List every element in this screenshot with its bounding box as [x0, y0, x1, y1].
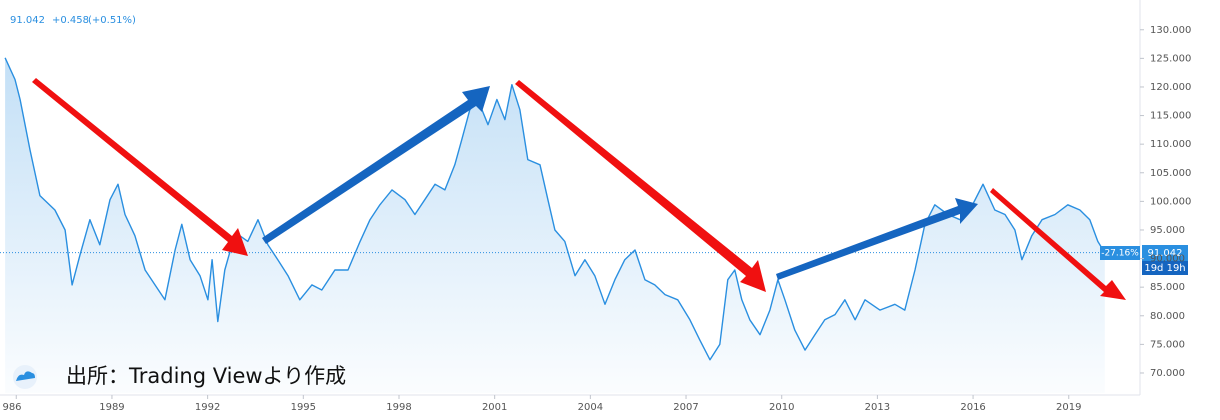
y-tick-label: 95.000 — [1150, 225, 1185, 236]
arrow-up — [262, 86, 490, 244]
x-tick-label: 2016 — [960, 402, 985, 413]
percent-tag — [1100, 246, 1140, 260]
arrow-down — [990, 188, 1126, 300]
logo-cloud — [16, 371, 35, 381]
caption: 出所：Trading Viewより作成 — [13, 364, 346, 389]
x-tick-label: 2001 — [482, 402, 507, 413]
x-tick-label: 1998 — [386, 402, 411, 413]
countdown-text: 19d 19h — [1144, 263, 1185, 274]
plot-area — [0, 57, 1140, 394]
y-tick-label: 75.000 — [1150, 339, 1185, 350]
countdown-box — [1142, 261, 1188, 275]
x-tick-label: 2019 — [1056, 402, 1081, 413]
y-tick-label: 70.000 — [1150, 368, 1185, 379]
change: +0.458 — [52, 15, 89, 26]
y-tick-label: 105.000 — [1150, 168, 1191, 179]
y-tick-label: 120.000 — [1150, 82, 1191, 93]
y-tick-label: 90.000 — [1150, 254, 1185, 265]
price-text: 91.042 — [1148, 248, 1183, 259]
y-tick-label: 130.000 — [1150, 25, 1191, 36]
arrow-down — [515, 80, 766, 292]
arrows — [32, 78, 1126, 300]
price-box — [1142, 245, 1188, 261]
caption-text: 出所：Trading Viewより作成 — [66, 364, 346, 388]
y-tick-label: 80.000 — [1150, 311, 1185, 322]
y-tick-label: 85.000 — [1150, 282, 1185, 293]
x-tick-label: 2010 — [769, 402, 794, 413]
y-tick-label: 125.000 — [1150, 53, 1191, 64]
x-tick-label: 2013 — [865, 402, 890, 413]
percent-text: -27.16% — [1101, 249, 1139, 259]
area — [5, 57, 1105, 394]
x-tick-label: 2007 — [673, 402, 698, 413]
x-tick-label: 1992 — [195, 402, 220, 413]
x-tick-label: 2004 — [578, 402, 603, 413]
price-line — [4, 57, 1106, 361]
arrow-up — [776, 198, 978, 280]
price-tag: -27.16% 91.042 19d 19h — [1100, 245, 1188, 275]
change-percent: (+0.51%) — [88, 15, 136, 26]
y-tick-label: 110.000 — [1150, 139, 1191, 150]
x-tick-label: 1995 — [291, 402, 316, 413]
x-tick-label: 1989 — [99, 402, 124, 413]
header: 91.042 +0.458 (+0.51%) — [10, 15, 136, 26]
arrow-down — [32, 78, 248, 256]
y-tick-label: 115.000 — [1150, 111, 1191, 122]
y-tick-label: 100.000 — [1150, 196, 1191, 207]
last-price: 91.042 — [10, 15, 45, 26]
x-tick-label: 986 — [2, 402, 21, 413]
